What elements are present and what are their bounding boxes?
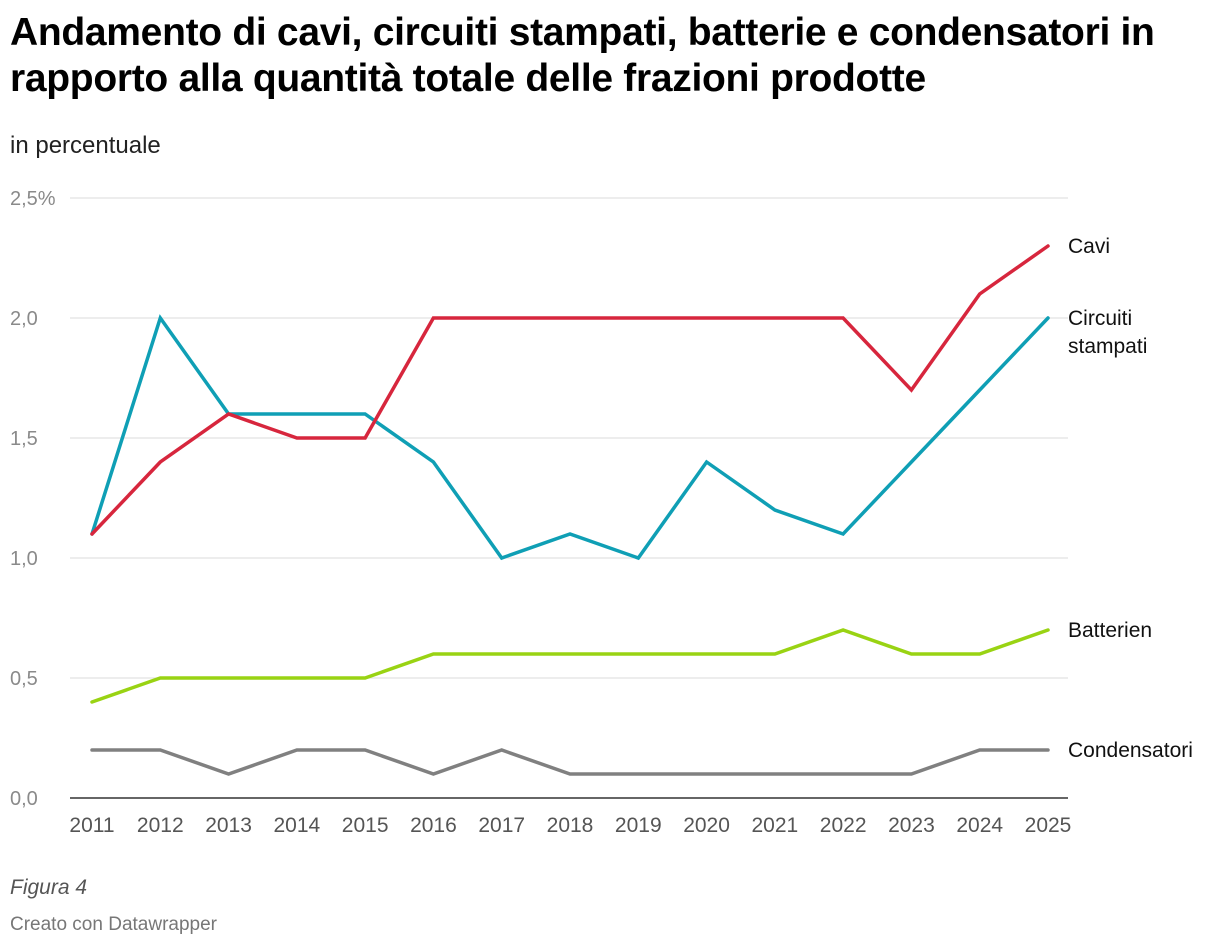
x-tick-label: 2015 [342, 814, 389, 837]
x-tick-label: 2012 [137, 814, 184, 837]
chart-subtitle: in percentuale [10, 132, 161, 159]
y-tick-label: 0,5 [10, 668, 38, 690]
series-end-labels: Cavi Circuiti stampati Batterien Condensator… [1068, 235, 1193, 762]
x-tick-label: 2021 [751, 814, 798, 837]
y-axis-tick-labels: 0,0 0,5 1,0 1,5 2,0 2,5% [10, 188, 56, 810]
y-tick-label: 2,0 [10, 308, 38, 330]
x-tick-label: 2019 [615, 814, 662, 837]
series-line-condensatori [90, 748, 1050, 776]
line-chart: 0,0 0,5 1,0 1,5 2,0 2,5% 2011 2012 2013 2014 2015… [10, 188, 1193, 837]
figure-caption: Figura 4 [10, 876, 88, 899]
x-tick-label: 2014 [273, 814, 320, 837]
x-axis-tick-labels: 2011 2012 2013 2014 2015 2016 2017 2018 2019 2020… [69, 814, 1071, 837]
x-tick-label: 2020 [683, 814, 730, 837]
x-tick-label: 2018 [547, 814, 594, 837]
x-tick-label: 2013 [205, 814, 252, 837]
series-lines [90, 244, 1050, 776]
series-label: Cavi [1068, 235, 1110, 258]
credit-text: Creato con Datawrapper [10, 914, 217, 935]
x-tick-label: 2022 [820, 814, 867, 837]
series-label: Condensatori [1068, 739, 1193, 762]
chart-title: Andamento di cavi, circuiti stampati, ba… [10, 11, 1155, 100]
series-line-cavi [90, 244, 1050, 536]
x-tick-label: 2016 [410, 814, 457, 837]
x-tick-label: 2023 [888, 814, 935, 837]
x-tick-label: 2025 [1025, 814, 1072, 837]
series-label: Batterien [1068, 619, 1152, 642]
series-line-batterien [90, 628, 1050, 704]
series-line-circuiti-stampati [90, 314, 1050, 561]
x-tick-label: 2011 [69, 814, 114, 837]
y-tick-label: 1,5 [10, 428, 38, 450]
gridlines [70, 197, 1068, 799]
series-label: Circuiti stampati [1068, 307, 1147, 358]
y-tick-label: 1,0 [10, 548, 38, 570]
y-tick-label: 2,5% [10, 188, 56, 210]
y-tick-label: 0,0 [10, 788, 38, 810]
x-tick-label: 2024 [956, 814, 1003, 837]
x-tick-label: 2017 [478, 814, 525, 837]
